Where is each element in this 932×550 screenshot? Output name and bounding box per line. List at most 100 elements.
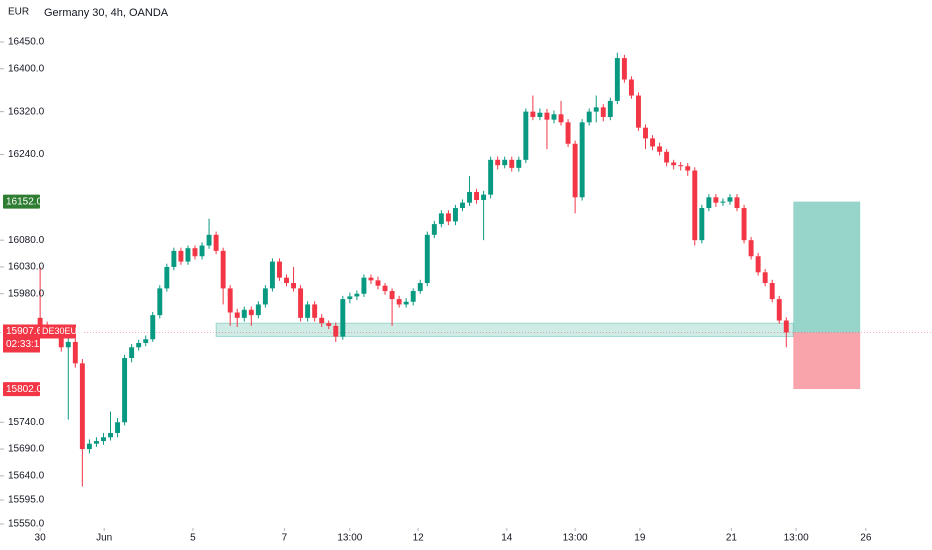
candle-body xyxy=(586,111,592,123)
candle-body xyxy=(692,170,698,241)
candle-body xyxy=(776,299,782,321)
candle-body xyxy=(129,347,135,358)
candle-body xyxy=(143,339,149,344)
candle-body xyxy=(628,79,634,96)
x-tick-label: 13:00 xyxy=(337,533,362,544)
candle-body xyxy=(108,432,113,438)
price-tag-bg xyxy=(3,194,40,209)
chart-title: Germany 30, 4h, OANDA xyxy=(44,7,169,19)
y-tick-label: 15640.0 xyxy=(8,470,45,481)
candle-body xyxy=(58,333,64,348)
candle-body xyxy=(460,202,465,209)
candle-body xyxy=(375,280,381,286)
candle-body xyxy=(438,213,444,225)
candle-body xyxy=(635,95,641,128)
candle-body xyxy=(157,288,163,316)
candle-body xyxy=(122,357,128,423)
x-tick-label: 19 xyxy=(634,533,646,544)
candle-body xyxy=(93,441,99,444)
candle-body xyxy=(234,312,240,318)
candle-body xyxy=(481,194,487,200)
candle-body xyxy=(762,272,768,284)
y-tick-label: 16320.0 xyxy=(8,106,45,117)
candle-body xyxy=(150,315,156,340)
candle-body xyxy=(255,304,261,316)
candle-body xyxy=(488,159,494,195)
candle-body xyxy=(748,240,754,257)
candle-body xyxy=(685,166,691,171)
candle-body xyxy=(101,437,106,442)
candle-body xyxy=(495,159,501,166)
candle-body xyxy=(727,197,733,202)
candle-body xyxy=(783,320,789,333)
candle-body xyxy=(305,304,311,318)
candle-body xyxy=(720,201,726,203)
candle-body xyxy=(199,245,205,257)
x-tick-label: 5 xyxy=(190,533,196,544)
candle-body xyxy=(650,138,656,147)
plot xyxy=(0,52,932,487)
y-tick-label: 16400.0 xyxy=(8,63,45,74)
x-tick-label: 14 xyxy=(501,533,513,544)
candle-body xyxy=(403,301,409,305)
candle-body xyxy=(206,234,212,246)
candle-body xyxy=(171,250,177,267)
candle-body xyxy=(713,197,719,203)
last-price-label: 15907.6 xyxy=(6,326,43,337)
candle-body xyxy=(178,250,184,262)
candle-body xyxy=(213,234,219,251)
candle-body xyxy=(431,224,437,235)
candle-body xyxy=(248,309,254,316)
candle-body xyxy=(241,309,247,318)
candle-body xyxy=(474,191,480,200)
candle-body xyxy=(593,107,599,112)
candle-body xyxy=(537,112,543,117)
candle-body xyxy=(269,261,275,289)
candle-body xyxy=(664,151,670,163)
candle-body xyxy=(621,58,627,80)
candle-body xyxy=(347,296,353,300)
support-zone xyxy=(215,322,794,338)
candle-body xyxy=(284,277,289,284)
candle-body xyxy=(572,143,578,198)
axes: 30 Jun 5 7 13:00 12 14 13:00 19 21 13:00 26 16450.0 1… xyxy=(0,37,872,544)
candle-body xyxy=(565,122,571,144)
candle-body xyxy=(445,213,451,222)
candle-body xyxy=(262,288,268,305)
candle-body xyxy=(657,146,663,152)
countdown: 02:33:12 xyxy=(6,339,45,350)
candle-body xyxy=(614,58,620,101)
candle-body xyxy=(452,208,458,222)
candle-body xyxy=(755,256,761,273)
candle-body xyxy=(678,165,684,167)
candle-body xyxy=(368,277,374,281)
y-tick-label: 16450.0 xyxy=(8,37,45,48)
candle-body xyxy=(467,191,472,203)
last-price-bg xyxy=(3,324,40,353)
candle-body xyxy=(410,291,416,302)
y-tick-label: 15690.0 xyxy=(8,444,45,455)
y-tick-label: 15550.0 xyxy=(8,519,45,530)
candle-body xyxy=(354,293,360,297)
candle-body xyxy=(607,100,613,117)
currency: EUR xyxy=(8,7,29,18)
candle-body xyxy=(65,341,71,348)
y-tick-label: 16080.0 xyxy=(8,235,45,246)
symbol-bg xyxy=(40,324,76,339)
candle-body xyxy=(389,291,395,300)
candle-body xyxy=(600,107,606,117)
candle-body xyxy=(734,197,740,209)
candle-body xyxy=(164,266,170,289)
candle-body xyxy=(276,261,282,278)
candle-body xyxy=(551,114,557,120)
candle-body xyxy=(312,304,318,318)
candle-body xyxy=(326,323,332,326)
y-tick-label: 15740.0 xyxy=(8,417,45,428)
x-tick-label: 7 xyxy=(282,533,288,544)
price-tag: 16152.0 xyxy=(6,197,43,208)
candle-body xyxy=(291,283,297,289)
x-tick-label: 13:00 xyxy=(784,533,809,544)
x-tick-label: 30 xyxy=(35,533,47,544)
